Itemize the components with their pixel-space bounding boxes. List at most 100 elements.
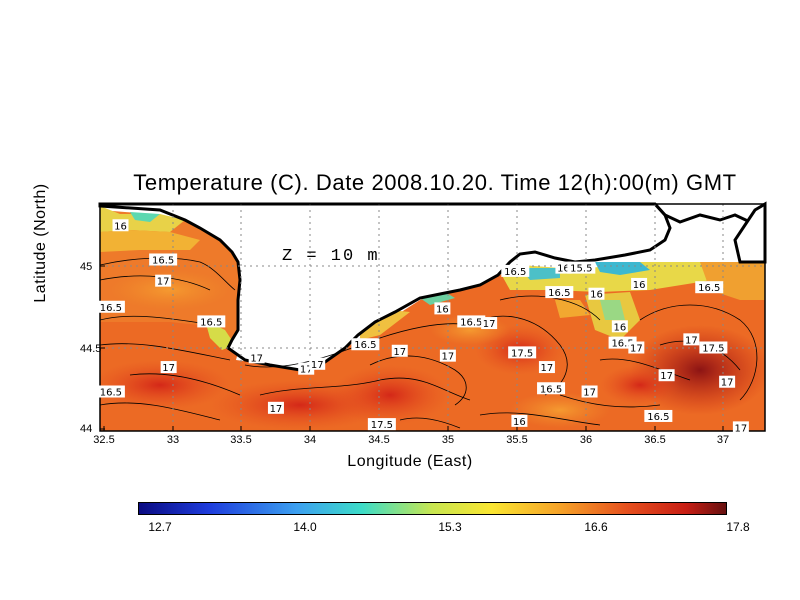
contour-label-box [699,341,728,354]
plot-frame [99,203,766,432]
contour-label-box [457,315,486,328]
contour-label: 17 [538,361,555,374]
contour-label-box [434,302,451,315]
contour-label-text: 16.5 [100,388,122,399]
contour-label-box [367,418,396,431]
y-tick-label: 45 [80,261,93,273]
contour-label: 16.5 [197,315,226,328]
contour-label-box [567,261,596,274]
contour-label-box [267,401,284,414]
crimea-land [98,202,672,372]
contour-label-box [644,409,673,422]
contour-label-text: 17 [721,378,734,389]
contour-label: 17 [439,349,456,363]
contour-label: 17 [628,341,645,355]
colorbar-label: 16.6 [584,520,608,534]
contour-label-text: 17 [660,371,673,382]
contour-label-box [197,315,226,328]
contour-label: 16 [631,277,648,291]
contour-label-text: 17 [541,363,554,374]
contour-label: 17 [160,361,177,374]
colorbar-label: 17.8 [726,520,750,534]
x-tick-label: 33 [166,434,180,446]
colorbar [138,502,727,515]
contour-label: 16.5 [457,315,486,328]
contour-label: 17 [581,385,598,399]
contour-label-text: 16 [613,322,626,333]
colorbar-label: 12.7 [148,520,172,534]
contour-label-text: 17.5 [371,420,393,431]
colorbar-frame [138,502,727,515]
y-axis-label: Latitude (North) [32,183,49,303]
contour-label: 16 [611,320,628,333]
contour-label: 16 [434,302,451,315]
x-tick-label: 35 [441,434,455,446]
colorbar-label: 14.0 [293,520,317,534]
contour-label: 17 [155,274,172,288]
map-grid [100,204,765,431]
contour-label-text: 17 [630,344,643,355]
x-tick-label: 34 [303,434,317,446]
chart-title: Temperature (C). Date 2008.10.20. Time 1… [133,170,737,195]
contour-label-text: 15.5 [570,264,592,275]
contour-label: 17 [732,421,749,434]
contour-label-box [160,361,177,374]
contour-label: 16 [112,219,129,232]
contour-label-text: 17 [393,347,406,358]
contour-label-text: 17 [250,353,263,364]
x-tick-label: 35.5 [506,434,528,446]
contour-label-box [538,361,555,374]
contour-label-box [508,346,537,359]
contour-label-text: 17 [300,365,313,376]
x-axis-label: Longitude (East) [347,453,473,470]
contour-label-text: 16 [557,264,570,275]
contour-label-text: 16 [513,417,526,428]
contour-label: 17.5 [699,341,728,355]
contour-label-box [112,219,129,232]
contour-label-box [683,333,700,346]
contour-label: 17 [683,333,700,346]
contour-label-box [695,281,724,294]
contour-label: 16.5 [149,253,178,266]
x-tick-label: 36.5 [644,434,666,446]
contour-label-text: 17 [442,352,455,363]
contour-label: 17.5 [508,346,537,359]
contour-label-box [309,357,326,370]
contour-label-text: 16 [590,290,603,301]
contour-label-text: 17 [685,335,698,346]
contour-label-box [155,274,172,287]
x-tick-label: 32.5 [93,434,115,446]
contour-label: 17 [481,317,498,330]
contour-label-text: 16.5 [647,412,669,423]
contour-label-text: 16.5 [548,288,570,299]
contour-label-text: 17 [311,360,324,371]
contour-label: 17 [658,369,675,382]
y-tick-label: 44.5 [80,343,102,355]
contour-label: 17 [248,351,265,364]
contour-label-box [501,264,530,277]
contour-label-text: 16.5 [354,340,376,351]
contour-label: 16.5 [96,300,125,314]
contour-label: 16.5 [545,286,574,299]
contour-label-box [658,369,675,382]
contour-label: 16.5 [644,409,673,423]
contour-label-text: 16.5 [460,317,482,328]
contour-label-text: 16.5 [100,303,122,314]
contour-label-box [537,382,566,395]
contour-label-box [631,277,648,290]
x-tick-label: 36 [579,434,593,446]
contour-labels: 1616.51716.516.51716.51717171716.51717.5… [96,219,749,434]
contour-label-text: 17 [483,319,496,330]
contour-label-box [391,344,408,357]
contour-label-box [96,385,125,398]
contour-label-box [545,286,574,299]
contour-label-text: 17 [162,363,175,374]
depth-label: Z = 10 m [282,247,380,266]
contour-label-text: 17 [735,423,748,434]
contour-label-text: 16 [436,304,449,315]
y-tick-label: 44 [80,423,93,435]
contour-label: 17 [267,401,284,415]
contour-label-text: 17.5 [702,344,724,355]
contour-label-text: 17 [157,277,170,288]
